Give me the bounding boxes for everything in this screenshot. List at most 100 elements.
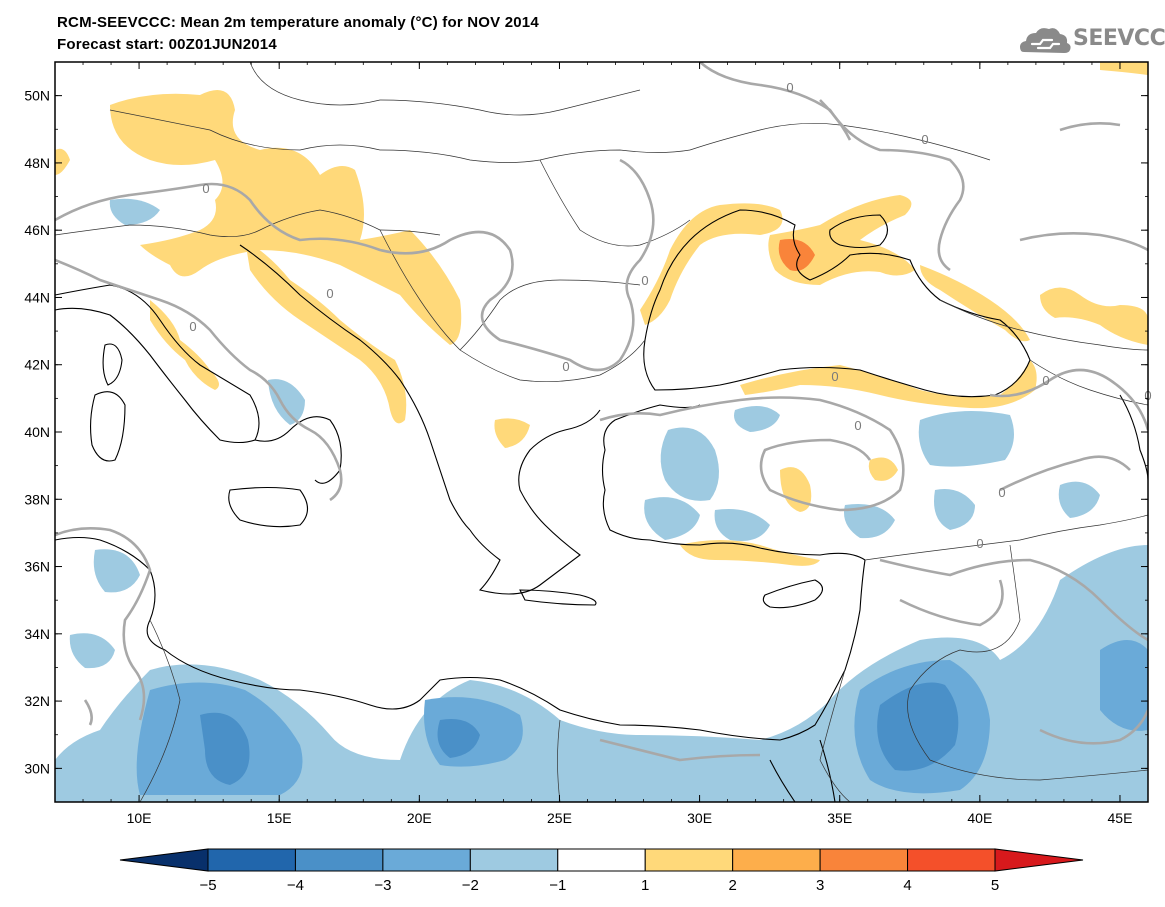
colorbar-label: 5 [991, 877, 999, 894]
coastline-greece [469, 409, 601, 595]
cold-region-anatolia-5 [1058, 481, 1100, 518]
colorbar-segment [907, 848, 996, 872]
lat-tick-label: 48N [24, 155, 50, 171]
contour-zero-turkey-east [989, 368, 1148, 492]
borders-north-africa [139, 619, 851, 802]
borders-caucasus [939, 299, 1148, 406]
warm-region-black-sea-south [740, 360, 1037, 409]
coastline-corsica [102, 343, 123, 386]
lon-tick-label: 10E [127, 810, 152, 826]
colorbar-label: −4 [287, 877, 304, 894]
cold-region-alps [109, 198, 160, 225]
warm-region-greece [494, 418, 530, 448]
contour-zero-north [699, 62, 965, 272]
cold-region-anatolia-6 [644, 497, 700, 540]
colorbar-label: 1 [641, 877, 649, 894]
lat-tick-label: 30N [24, 760, 50, 776]
lon-tick-label: 25E [547, 810, 572, 826]
contour-label-zero: 0 [976, 536, 983, 551]
cloud-logo-icon [1020, 28, 1071, 53]
warm-region-russia [1040, 287, 1148, 345]
lon-tick-label: 45E [1108, 810, 1133, 826]
lat-tick-label: 40N [24, 424, 50, 440]
contour-label-zero: 0 [854, 418, 861, 433]
coastline-caspian-edge [1119, 394, 1148, 481]
anomaly-field [55, 62, 1148, 802]
borders-alps [55, 209, 441, 237]
warm-region-central-europe [110, 90, 462, 345]
colorbar-segment [382, 848, 471, 872]
coastline-cyprus [762, 579, 824, 609]
coastline-black-sea [643, 209, 1031, 398]
lat-tick-label: 36N [24, 559, 50, 575]
colorbar-label: 2 [728, 877, 736, 894]
contour-label-zero: 0 [202, 181, 209, 196]
lon-tick-label: 40E [967, 810, 992, 826]
cold-region-anatolia-1 [660, 427, 719, 501]
coastline-azov [829, 214, 889, 249]
lat-tick-label: 32N [24, 693, 50, 709]
contour-zero-libya [55, 527, 152, 726]
colorbar-label: 3 [816, 877, 824, 894]
lat-tick-label: 42N [24, 357, 50, 373]
colorbar-arrow-high [994, 848, 1084, 872]
colorbar-segment [732, 848, 821, 872]
warm-region-alps-west [55, 148, 70, 175]
lon-tick-label: 15E [267, 810, 292, 826]
cold-region-libya-3 [200, 712, 250, 785]
contour-label-zero: 0 [562, 359, 569, 374]
warm-region-crimea-2 [778, 239, 815, 271]
contour-zero-middle-east [879, 558, 1148, 642]
lat-tick-label: 38N [24, 491, 50, 507]
zero-contours [55, 62, 1148, 762]
colorbar-segment [557, 848, 646, 872]
logo-text: SEEVCCC [1073, 26, 1165, 51]
lat-tick-label: 46N [24, 222, 50, 238]
contour-zero-anatolia [599, 396, 905, 512]
colorbar-label: −2 [462, 877, 479, 894]
warm-region-anatolia-1 [780, 467, 812, 512]
contour-label-zero: 0 [1042, 373, 1049, 388]
cold-region-anatolia-3 [934, 489, 975, 530]
cold-region-east-2 [1100, 640, 1148, 731]
coastline-italy-south [254, 416, 342, 484]
coastline-red-sea-gulf [769, 739, 836, 802]
coastlines [55, 209, 1148, 802]
cold-region-jordan-3 [877, 682, 959, 771]
contour-label-zero: 0 [998, 485, 1005, 500]
coastline-sicily [228, 486, 309, 528]
coastline-sardinia [89, 391, 126, 462]
coastline-adriatic-east [239, 244, 471, 531]
contour-label-zero: 0 [921, 132, 928, 147]
coastline-crete [519, 589, 597, 606]
borders-middle-east [864, 514, 1148, 781]
colorbar-segment [819, 848, 909, 872]
cold-region-italy [268, 379, 305, 425]
warm-region-anatolia-2 [868, 457, 898, 481]
contour-label-zero: 0 [786, 80, 793, 95]
colorbar-segment [469, 848, 559, 872]
lat-tick-label: 44N [24, 289, 50, 305]
colorbar-label: −1 [549, 877, 566, 894]
borders-central-europe [109, 109, 691, 163]
cold-region-anatolia-7 [714, 509, 770, 541]
colorbar-segment [207, 848, 296, 872]
cold-region-tunisia [93, 549, 140, 593]
cold-region-algeria [69, 633, 115, 669]
forecast-start-subtitle: Forecast start: 00Z01JUN2014 [57, 36, 277, 53]
colorbar-label: −3 [374, 877, 391, 894]
latitude-axis: 50N 48N 46N 44N 42N 40N 38N 36N 34N 32N 30N [24, 61, 1148, 803]
lon-tick-label: 20E [407, 810, 432, 826]
colorbar-label: −5 [199, 877, 216, 894]
warm-region-caucasus [920, 265, 1030, 342]
contour-zero-italy [55, 258, 343, 502]
cold-region-cyrenaica-3 [437, 719, 480, 758]
contour-zero-egypt [599, 709, 1148, 762]
borders-east-europe [249, 62, 641, 116]
colorbar-segment [294, 848, 384, 872]
colorbar-arrow-low [119, 848, 209, 872]
contour-label-zero: 0 [831, 369, 838, 384]
lat-tick-label: 50N [24, 88, 50, 104]
cold-region-anatolia-4 [734, 406, 780, 432]
